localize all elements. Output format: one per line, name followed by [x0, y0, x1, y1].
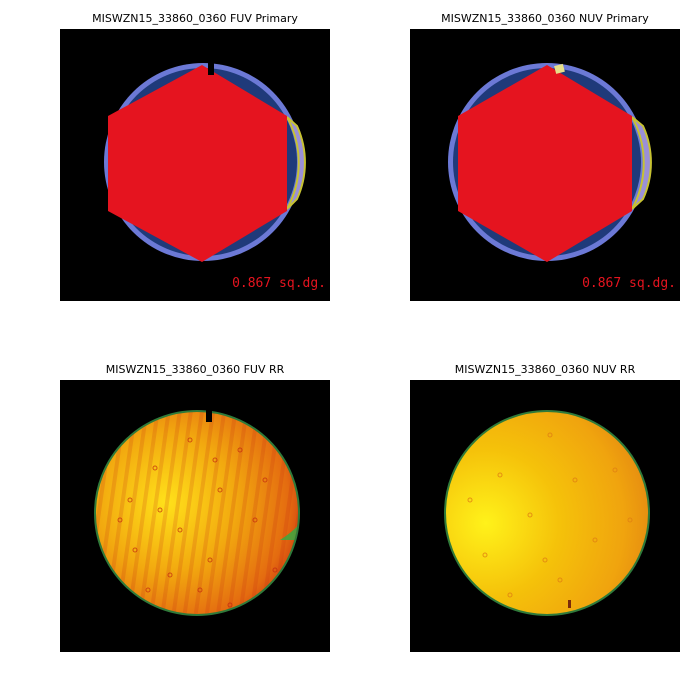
nuv-response-disk: [444, 410, 650, 616]
sources: [117, 437, 278, 608]
marker-square: [554, 63, 565, 74]
fuv-primary-title: MISWZN15_33860_0360 FUV Primary: [92, 12, 298, 25]
nuv-primary-plot: [448, 63, 652, 262]
fuv-area-label: 0.867 sq.dg.: [232, 276, 326, 291]
nuv-primary-title: MISWZN15_33860_0360 NUV Primary: [441, 12, 649, 25]
nuv-area-label: 0.867 sq.dg.: [582, 276, 676, 291]
nuv-rr-panel: [410, 380, 680, 652]
fuv-rr-title: MISWZN15_33860_0360 FUV RR: [105, 363, 285, 376]
notch: [208, 63, 214, 75]
hexagon-region: [108, 65, 287, 262]
nuv-rr-title: MISWZN15_33860_0360 NUV RR: [454, 363, 636, 376]
dark-mark: [568, 600, 571, 608]
hexagon-region: [458, 65, 632, 262]
notch: [206, 410, 212, 422]
fuv-rr-panel: [60, 380, 330, 652]
stripe-pattern: [96, 412, 298, 614]
nuv-rr-plot: [444, 410, 650, 616]
sources: [467, 432, 633, 598]
fuv-primary-plot: [104, 63, 306, 262]
nuv-primary-panel: 0.867 sq.dg.: [410, 29, 680, 301]
fuv-primary-panel: 0.867 sq.dg.: [60, 29, 330, 301]
fuv-rr-plot: [94, 410, 300, 616]
